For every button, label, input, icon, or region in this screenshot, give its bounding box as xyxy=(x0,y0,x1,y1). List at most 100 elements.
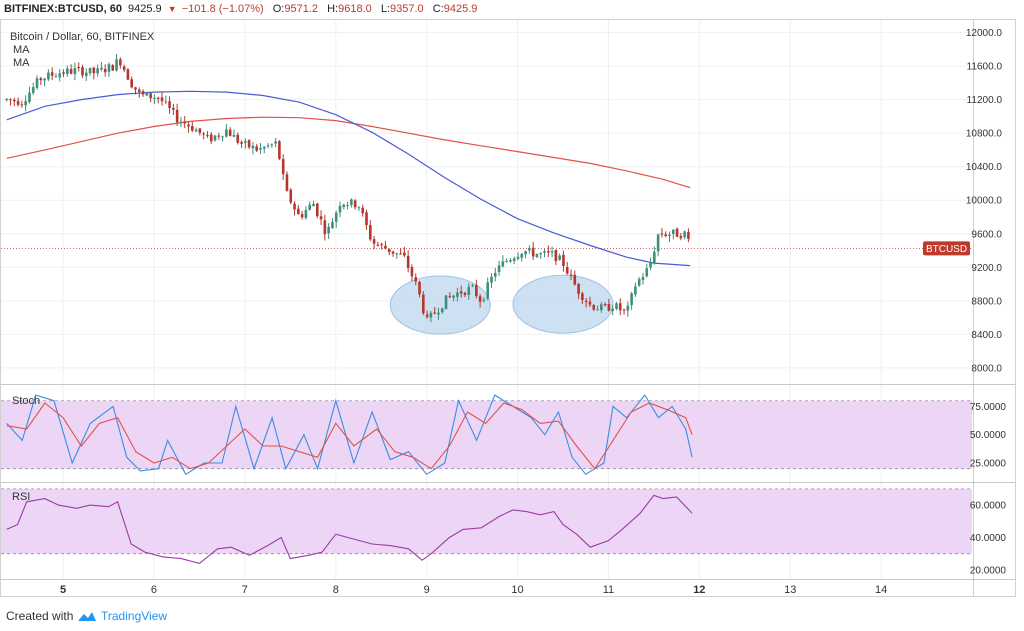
candle-body xyxy=(399,253,402,255)
candle-body xyxy=(418,281,421,295)
candle-body xyxy=(115,59,118,71)
open-key: O: xyxy=(272,3,285,15)
candle-body xyxy=(16,100,20,105)
candle-body xyxy=(361,207,365,214)
candle-body xyxy=(353,200,357,208)
chart-title: Bitcoin / Dollar, 60, BITFINEX xyxy=(10,31,155,43)
candle-body xyxy=(675,228,679,237)
candle-body xyxy=(327,226,330,234)
candle-body xyxy=(293,203,296,210)
ma-fast-line xyxy=(6,90,691,267)
stoch-pane[interactable]: 75.0000 50.0000 25.0000 xyxy=(1,394,1007,476)
candle-body xyxy=(20,104,24,106)
candle-body xyxy=(622,309,626,311)
candle-body xyxy=(384,245,387,249)
rsi-pane[interactable]: 60.0000 40.0000 20.0000 xyxy=(1,488,1007,577)
down-arrow-icon: ▼ xyxy=(167,4,177,14)
candle-body xyxy=(13,99,16,102)
stoch-axis-label: 25.0000 xyxy=(970,459,1007,470)
candle-body xyxy=(577,284,580,294)
footer: Created with TradingView xyxy=(0,601,1024,631)
candle-body xyxy=(190,125,194,131)
candle-body xyxy=(471,285,474,287)
candle-body xyxy=(626,305,630,311)
candle-body xyxy=(372,239,376,244)
candle-body xyxy=(183,121,187,124)
candle-body xyxy=(615,303,618,309)
candle-body xyxy=(141,91,145,95)
candle-body xyxy=(452,295,455,298)
candle-body xyxy=(528,248,531,251)
candle-body xyxy=(172,107,175,110)
candle-body xyxy=(486,282,489,299)
candle-body xyxy=(31,87,35,93)
time-axis[interactable]: 5 6 7 8 9 10 11 12 13 14 xyxy=(60,584,887,596)
candle-body xyxy=(342,204,346,208)
candle-body xyxy=(596,309,599,311)
candle-body xyxy=(251,145,255,149)
candle-body xyxy=(509,260,512,262)
candle-body xyxy=(88,67,92,74)
high-value: 9618.0 xyxy=(338,3,372,15)
rsi-axis-label: 40.0000 xyxy=(970,533,1007,544)
candle-body xyxy=(550,251,554,253)
candle-body xyxy=(679,236,683,239)
stoch-axis-label: 50.0000 xyxy=(970,430,1007,441)
candle-body xyxy=(126,69,130,80)
candle-body xyxy=(656,234,660,252)
candle-body xyxy=(228,129,232,136)
candle-body xyxy=(28,92,31,103)
candle-body xyxy=(671,229,675,235)
candle-body xyxy=(512,258,516,261)
low-value: 9357.0 xyxy=(390,3,424,15)
price-axis-label: 10800.0 xyxy=(966,129,1003,140)
price-pane[interactable]: 12000.0 11600.0 11200.0 10800.0 10400.0 10000… xyxy=(1,20,1002,579)
candle-body xyxy=(47,72,50,80)
ma-slow-line xyxy=(6,116,691,189)
candle-body xyxy=(422,294,425,314)
candle-body xyxy=(54,76,58,78)
legend-ma-fast: MA xyxy=(13,44,30,56)
price-label-text: BTCUSD xyxy=(926,244,967,255)
candle-body xyxy=(297,208,300,214)
symbol-label[interactable]: BITFINEX:BTCUSD, 60 xyxy=(4,3,122,15)
candle-body xyxy=(588,301,592,305)
price-axis-label: 8000.0 xyxy=(971,363,1002,374)
price-axis-label: 8800.0 xyxy=(971,296,1002,307)
candle-body xyxy=(497,265,501,273)
legend-ma-slow: MA xyxy=(13,57,30,69)
candle-body xyxy=(122,66,126,71)
candle-body xyxy=(403,252,406,256)
candle-body xyxy=(130,79,134,88)
candle-body xyxy=(565,267,569,274)
candle-body xyxy=(300,214,304,218)
candle-body xyxy=(437,312,440,315)
time-axis-label: 11 xyxy=(603,584,614,596)
time-axis-label: 12 xyxy=(693,584,705,596)
candle-body xyxy=(175,109,179,123)
candle-body xyxy=(92,67,96,74)
candle-body xyxy=(459,291,463,294)
stoch-band-fill xyxy=(1,400,972,469)
candle-body xyxy=(569,274,573,276)
candle-body xyxy=(96,68,99,74)
candle-body xyxy=(5,99,9,101)
candle-body xyxy=(255,146,258,151)
chart-frame xyxy=(0,19,1016,597)
candle-body xyxy=(562,254,565,266)
chart-area[interactable]: 12000.0 11600.0 11200.0 10800.0 10400.0 10000… xyxy=(0,0,1024,600)
price-axis-label: 11600.0 xyxy=(967,62,1003,73)
time-axis-label: 13 xyxy=(784,584,796,596)
candle-body xyxy=(73,68,77,75)
tradingview-link[interactable]: TradingView xyxy=(101,609,168,623)
time-axis-label: 9 xyxy=(424,584,430,596)
candle-body xyxy=(448,296,452,298)
candle-body xyxy=(535,254,539,257)
candle-body xyxy=(259,148,262,150)
candle-body xyxy=(236,134,240,143)
price-axis-label: 10400.0 xyxy=(966,162,1003,173)
candle-body xyxy=(304,209,308,218)
rsi-band-fill xyxy=(1,488,972,554)
candle-body xyxy=(611,308,614,311)
tradingview-cloud-icon[interactable] xyxy=(77,610,97,622)
